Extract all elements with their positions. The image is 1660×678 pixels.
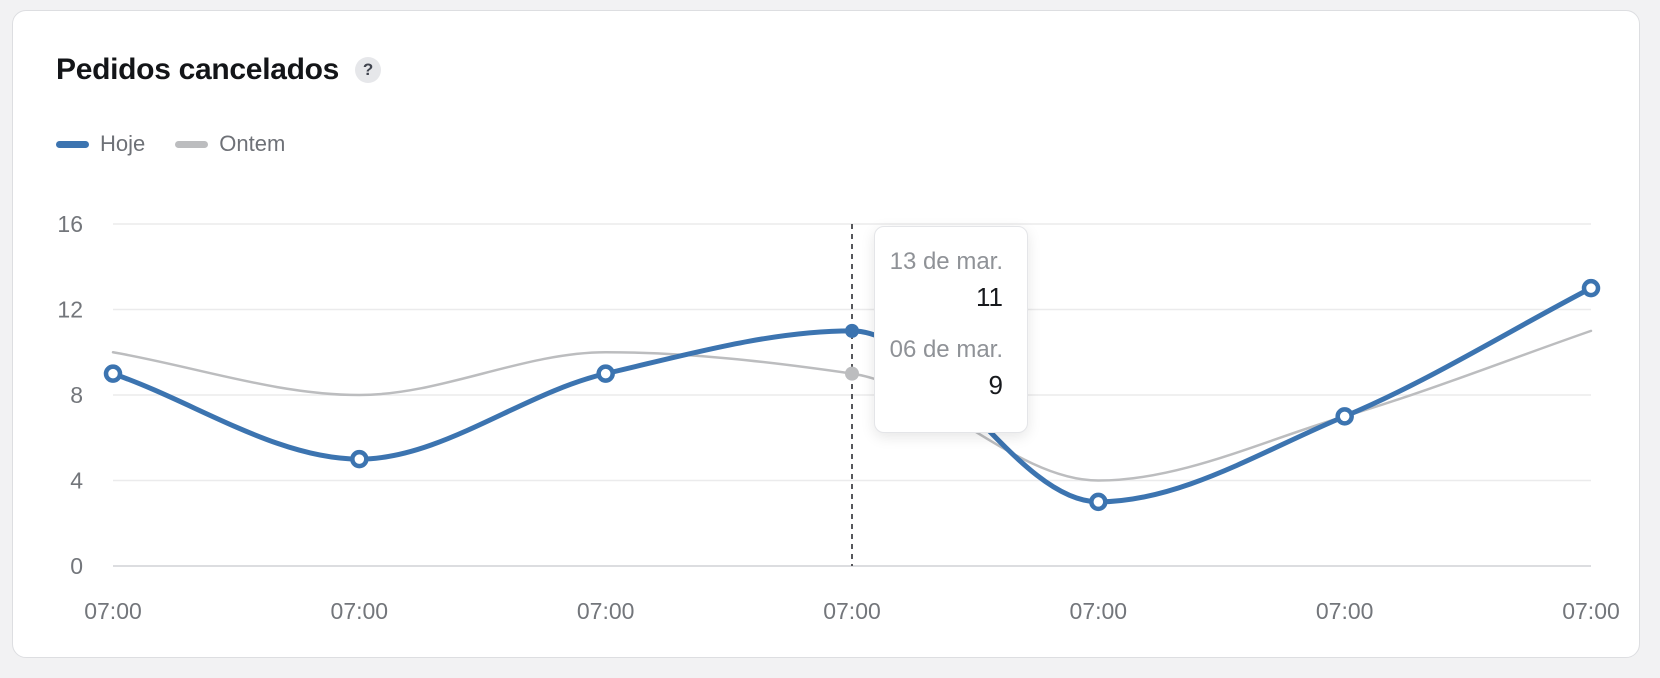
x-axis-tick-label: 07:00 bbox=[1562, 598, 1620, 624]
chart-card: Pedidos cancelados ? Hoje Ontem 0 4 8 12 16 0… bbox=[12, 10, 1640, 658]
legend-label-ontem: Ontem bbox=[219, 131, 286, 156]
y-axis-tick-label: 8 bbox=[70, 382, 83, 408]
legend-swatch-hoje bbox=[56, 140, 89, 148]
chart-legend: Hoje Ontem bbox=[56, 131, 285, 157]
line-chart[interactable]: 0 4 8 12 16 07:00 07:00 07:00 07:00 07:00 07:00 07:… bbox=[13, 11, 1641, 659]
legend-item-ontem[interactable]: Ontem bbox=[175, 131, 285, 157]
chart-tooltip: 13 de mar. 11 06 de mar. 9 bbox=[874, 226, 1028, 433]
data-point-hoje[interactable] bbox=[1581, 278, 1601, 298]
y-axis-tick-label: 12 bbox=[57, 297, 83, 323]
tooltip-date-yesterday: 06 de mar. bbox=[889, 336, 1003, 363]
data-point-hoje[interactable] bbox=[1335, 407, 1354, 426]
help-icon[interactable]: ? bbox=[355, 57, 382, 83]
hover-point-ontem[interactable] bbox=[845, 366, 859, 381]
data-point-hoje[interactable] bbox=[596, 364, 615, 383]
x-axis-tick-label: 07:00 bbox=[1070, 598, 1128, 624]
y-axis-tick-label: 16 bbox=[57, 211, 83, 237]
legend-label-hoje: Hoje bbox=[100, 131, 146, 156]
legend-swatch-ontem bbox=[175, 140, 209, 148]
legend-item-hoje[interactable]: Hoje bbox=[56, 131, 145, 157]
x-axis-tick-label: 07:00 bbox=[577, 598, 635, 624]
data-point-hoje[interactable] bbox=[1089, 492, 1108, 512]
y-axis-tick-label: 4 bbox=[70, 468, 83, 494]
data-point-hoje[interactable] bbox=[103, 364, 123, 383]
card-header: Pedidos cancelados ? bbox=[56, 53, 382, 87]
tooltip-date-today: 13 de mar. bbox=[889, 248, 1003, 275]
y-axis-tick-label: 0 bbox=[70, 553, 83, 579]
tooltip-value-yesterday: 9 bbox=[988, 370, 1003, 400]
x-axis-tick-label: 07:00 bbox=[823, 598, 881, 624]
tooltip-value-today: 11 bbox=[976, 282, 1003, 312]
hover-point-hoje[interactable] bbox=[845, 323, 859, 338]
x-axis-tick-label: 07:00 bbox=[331, 598, 389, 624]
data-point-hoje[interactable] bbox=[350, 449, 369, 469]
x-axis-tick-label: 07:00 bbox=[84, 598, 142, 624]
x-axis-tick-label: 07:00 bbox=[1316, 598, 1374, 624]
chart-title: Pedidos cancelados bbox=[56, 53, 340, 86]
